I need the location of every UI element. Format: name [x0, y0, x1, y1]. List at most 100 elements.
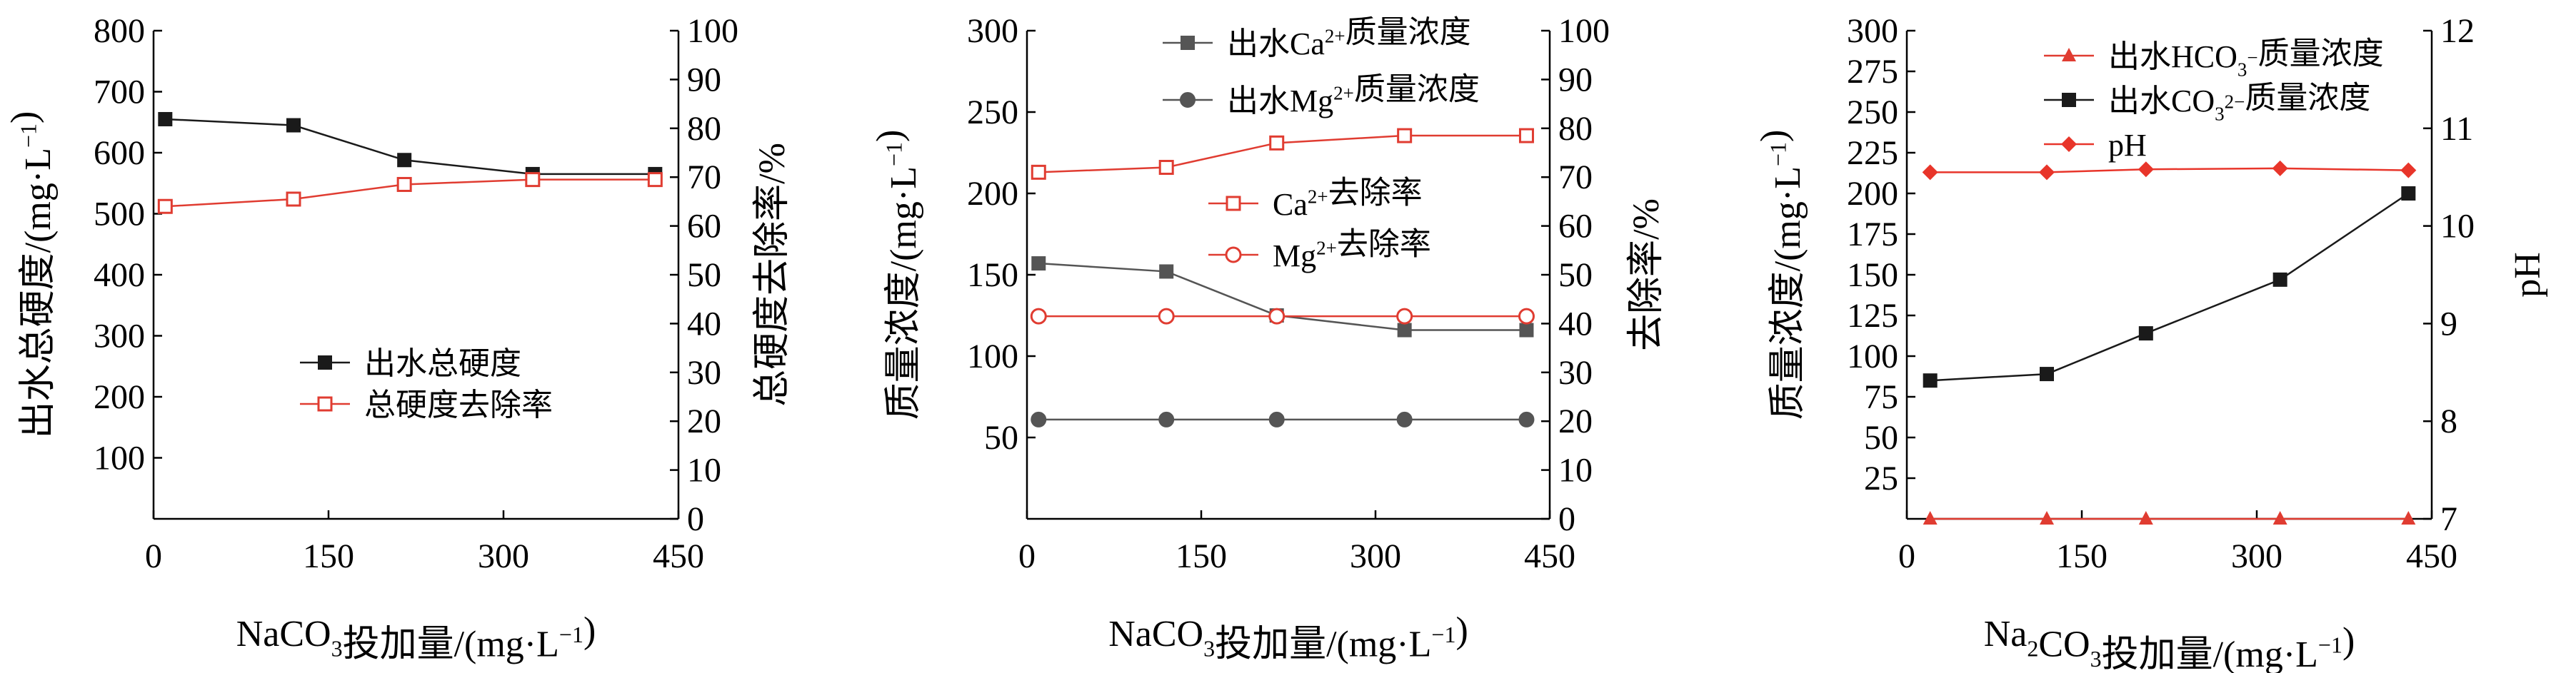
data-point-4: [1396, 308, 1413, 325]
data-point-2: [647, 172, 663, 188]
data-point-2: [1268, 411, 1285, 427]
y-axis-title-right: 总硬度去除率/%: [752, 143, 793, 407]
y-tick-label-right: 30: [1558, 354, 1593, 392]
data-point-1: [2040, 511, 2054, 525]
y-axis-title-left: 质量浓度/(mg·L−1): [869, 130, 924, 420]
data-point-2: [1031, 411, 1047, 427]
legend-label: 出水总硬度: [364, 346, 521, 381]
y-tick-label-left: 300: [967, 12, 1018, 50]
x-tick-label: 0: [145, 537, 162, 575]
data-point-2: [2138, 326, 2153, 341]
legend-marker: [1225, 246, 1242, 263]
y-tick-label-right: 10: [1558, 452, 1593, 490]
data-point-2: [1396, 411, 1413, 427]
y-tick-label-right: 9: [2440, 305, 2457, 343]
x-tick-label: 0: [1898, 537, 1915, 575]
data-point-4: [1268, 308, 1286, 325]
y-tick-label-right: 90: [687, 61, 721, 98]
y-tick-label-right: 11: [2440, 110, 2473, 148]
legend-label: 出水CO32−质量浓度: [2108, 81, 2370, 125]
data-point-2: [525, 172, 541, 188]
data-point-3: [1158, 160, 1174, 176]
x-axis-title: NaCO3投加量/(mg·L−1): [1108, 610, 1468, 665]
y-tick-label-right: 100: [1558, 12, 1610, 50]
x-axis-title: NaCO3投加量/(mg·L−1): [236, 610, 596, 665]
data-point-1: [158, 111, 173, 126]
data-point-2: [1518, 411, 1535, 427]
y-tick-label-right: 10: [687, 452, 721, 490]
x-tick-label: 450: [653, 537, 704, 575]
y-tick-label-right: 40: [687, 305, 721, 343]
y-tick-label-left: 800: [94, 12, 145, 50]
y-axis-title-left: 质量浓度/(mg·L−1): [1753, 130, 1808, 420]
data-point-2: [157, 198, 173, 214]
data-point-2: [2272, 272, 2287, 287]
y-tick-label-right: 30: [687, 354, 721, 392]
data-point-1: [286, 118, 301, 133]
y-tick-label-left: 200: [1847, 175, 1898, 213]
data-point-1: [1519, 323, 1534, 338]
data-point-4: [1518, 308, 1535, 325]
x-tick-label: 150: [303, 537, 354, 575]
y-tick-label-right: 50: [687, 256, 721, 294]
data-point-2: [396, 176, 412, 192]
x-tick-label: 150: [2056, 537, 2108, 575]
data-point-1: [397, 153, 412, 168]
y-tick-label-left: 400: [94, 256, 145, 294]
data-point-3: [2039, 164, 2055, 181]
y-tick-label-left: 275: [1847, 53, 1898, 91]
data-point-3: [1922, 164, 1938, 181]
legend-marker: [2061, 136, 2077, 152]
series-line-3: [1930, 167, 2409, 173]
legend-marker: [2062, 93, 2076, 107]
chart-1: 0 150 300 450 100 200 300 400 500 600 700 800 0 10 20 3…: [4, 12, 793, 665]
legend-marker: [318, 355, 332, 370]
x-tick-label: 450: [1524, 537, 1575, 575]
y-tick-label-left: 150: [1847, 256, 1898, 294]
legend-label: 总硬度去除率: [364, 388, 553, 422]
x-tick-label: 300: [2231, 537, 2282, 575]
legend-label: Mg2+去除率: [1273, 226, 1431, 273]
y-tick-label-left: 600: [94, 134, 145, 172]
y-tick-label-right: 20: [1558, 403, 1593, 440]
y-tick-label-left: 200: [94, 378, 145, 416]
y-tick-label-right: 90: [1558, 61, 1593, 98]
data-point-3: [1031, 164, 1046, 180]
y-tick-label-right: 70: [1558, 158, 1593, 196]
x-tick-label: 300: [478, 537, 529, 575]
data-point-1: [2401, 511, 2416, 525]
y-tick-label-left: 25: [1864, 460, 1898, 497]
legend-marker: [1181, 36, 1195, 50]
y-tick-label-right: 40: [1558, 305, 1593, 343]
data-point-4: [1030, 308, 1047, 325]
y-tick-label-right: 12: [2440, 12, 2475, 50]
data-point-3: [2138, 161, 2154, 178]
y-axis-title-left: 出水总硬度/(mg·L−1): [4, 111, 59, 439]
data-point-3: [1269, 135, 1285, 151]
chart-3: 0 150 300 450255075100125150175200225250275…: [1753, 12, 2548, 673]
y-tick-label-left: 100: [1847, 338, 1898, 375]
data-point-3: [1397, 128, 1413, 143]
y-tick-label-left: 150: [967, 256, 1018, 294]
y-tick-label-right: 0: [687, 500, 704, 538]
chart-2: 0 150 300 450 50 100 150 200 250 300 0 10 20 30 40 50 60…: [869, 12, 1667, 665]
legend-marker: [1180, 92, 1196, 108]
data-point-2: [1923, 373, 1938, 388]
y-tick-label-left: 100: [94, 440, 145, 477]
y-tick-label-left: 50: [1864, 419, 1898, 457]
x-axis-title: Na2CO3投加量/(mg·L−1): [1984, 614, 2355, 673]
y-tick-label-left: 50: [984, 419, 1018, 457]
data-point-3: [2272, 160, 2288, 176]
data-point-2: [2401, 186, 2416, 201]
y-tick-label-left: 125: [1847, 297, 1898, 335]
series-line-2: [1930, 192, 2410, 382]
y-tick-label-right: 7: [2440, 500, 2457, 538]
data-point-1: [1923, 511, 1938, 525]
y-tick-label-left: 500: [94, 196, 145, 233]
data-point-3: [2400, 162, 2417, 178]
y-tick-label-right: 20: [687, 403, 721, 440]
y-tick-label-right: 60: [687, 208, 721, 246]
data-point-1: [2272, 511, 2287, 525]
y-tick-label-left: 300: [94, 318, 145, 355]
